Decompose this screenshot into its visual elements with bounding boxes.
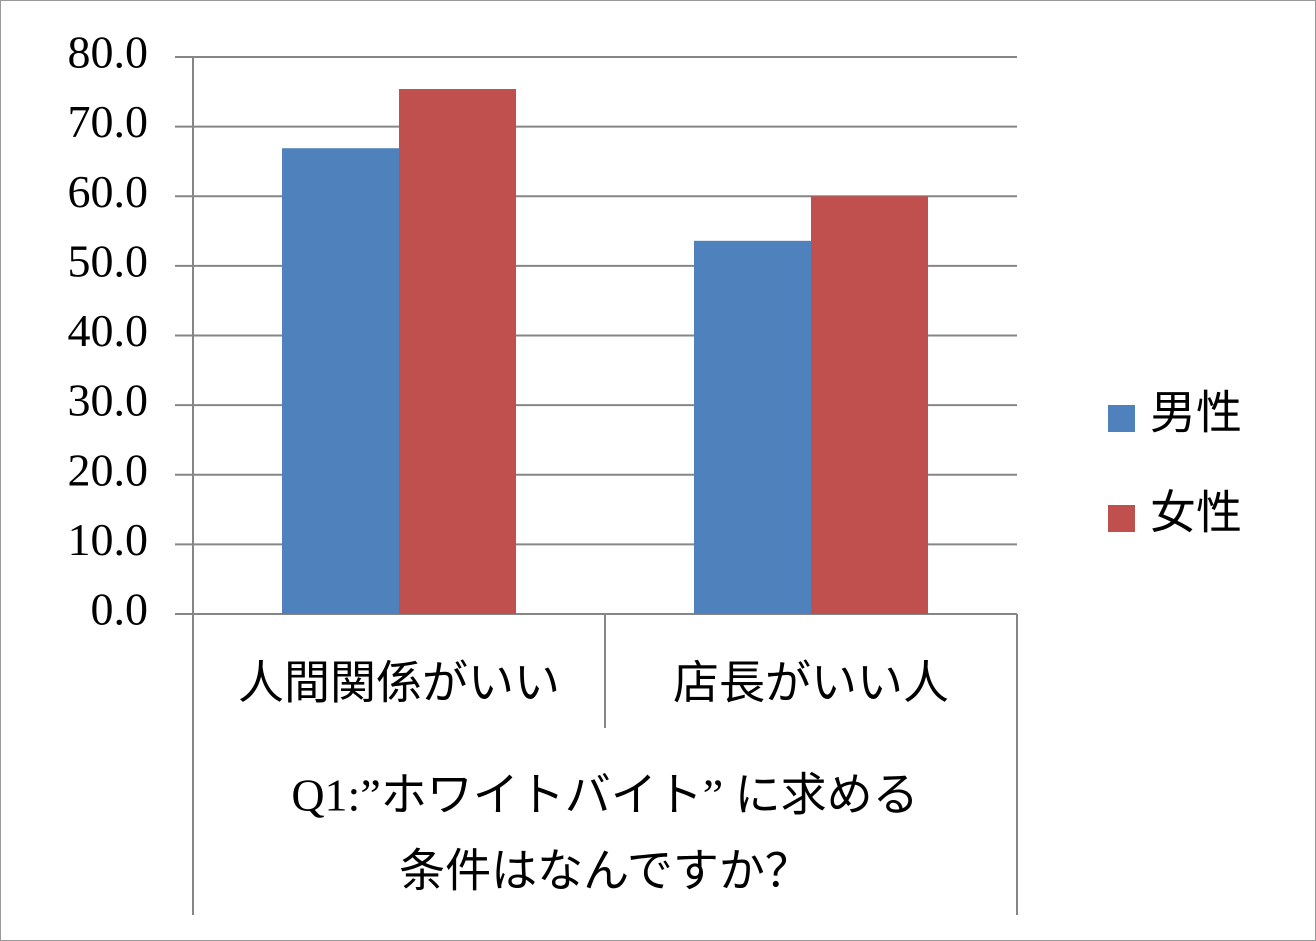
x-axis-label: Q1:”ホワイトバイト” に求める (291, 770, 918, 821)
y-tick-label: 30.0 (68, 375, 149, 426)
bar (694, 240, 811, 614)
bar (811, 196, 928, 614)
y-tick-label: 60.0 (68, 166, 149, 217)
legend-swatch (1108, 405, 1135, 432)
bar (282, 148, 399, 615)
y-tick-label: 40.0 (68, 305, 149, 356)
legend-label: 女性 (1150, 488, 1242, 539)
y-tick-label: 20.0 (68, 444, 149, 495)
bar (399, 89, 516, 615)
legend-swatch (1108, 505, 1135, 532)
y-tick-label: 70.0 (68, 96, 149, 147)
legend-label: 男性 (1150, 388, 1242, 439)
x-tick-label: 店長がいい人 (673, 658, 949, 709)
x-tick-label: 人間関係がいい (238, 658, 560, 709)
y-tick-label: 10.0 (68, 514, 149, 565)
x-axis-label: 条件はなんですか？ (399, 846, 811, 897)
y-tick-label: 50.0 (68, 235, 149, 286)
y-tick-label: 80.0 (68, 27, 149, 78)
y-tick-label: 0.0 (91, 584, 149, 635)
